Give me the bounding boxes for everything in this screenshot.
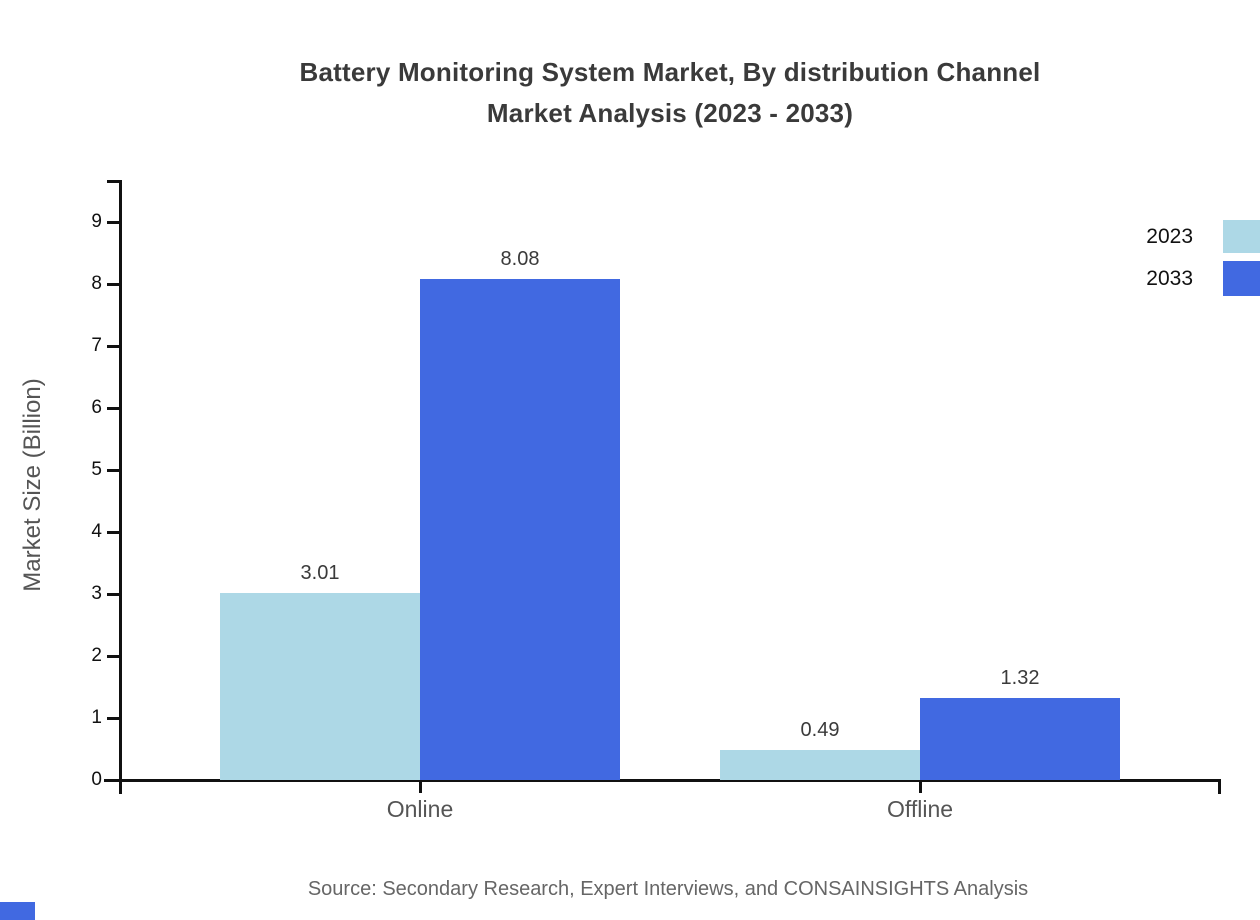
y-tick-label-4: 4: [91, 521, 102, 542]
brand-mark: [0, 902, 35, 920]
y-tick-2: [107, 655, 120, 658]
y-tick-label-3: 3: [91, 583, 102, 604]
y-tick-9: [107, 221, 120, 224]
x-tick-offline: [919, 781, 922, 793]
x-tick-online: [419, 781, 422, 793]
y-tick-3: [107, 593, 120, 596]
bar-offline-2023: [720, 750, 920, 780]
bar-online-2023: [220, 593, 420, 780]
chart-title: Battery Monitoring System Market, By dis…: [80, 52, 1260, 134]
source-note: Source: Secondary Research, Expert Inter…: [307, 878, 1029, 900]
legend-swatch-2033: [1223, 261, 1260, 296]
category-label-offline: Offline: [886, 796, 954, 822]
x-axis-line: [104, 779, 1221, 782]
legend-label-2033: 2033: [1146, 266, 1193, 290]
y-tick-label-1: 1: [91, 707, 102, 728]
category-label-online: Online: [386, 796, 454, 822]
y-tick-4: [107, 531, 120, 534]
legend: 2023 2033: [980, 220, 1260, 304]
chart-title-line1: Battery Monitoring System Market, By dis…: [299, 57, 1041, 87]
value-label-offline-2033: 1.32: [1000, 667, 1040, 689]
y-tick-label-5: 5: [91, 459, 102, 480]
y-tick-5: [107, 469, 120, 472]
value-label-offline-2023: 0.49: [800, 719, 840, 741]
y-tick-8: [107, 283, 120, 286]
chart-title-line2: Market Analysis (2023 - 2033): [486, 98, 854, 128]
y-tick-label-6: 6: [91, 397, 102, 418]
x-axis-endcap-tick: [1218, 781, 1221, 794]
legend-item-2033: 2033: [980, 261, 1260, 296]
y-axis-line: [119, 180, 122, 794]
legend-swatch-2023: [1223, 220, 1260, 253]
bar-offline-2033: [920, 698, 1120, 780]
y-tick-label-9: 9: [91, 211, 102, 232]
legend-label-2023: 2023: [1146, 224, 1193, 248]
y-tick-1: [107, 717, 120, 720]
y-tick-7: [107, 345, 120, 348]
value-label-online-2023: 3.01: [300, 562, 340, 584]
y-tick-label-7: 7: [91, 335, 102, 356]
value-label-online-2033: 8.08: [500, 248, 540, 270]
bar-online-2033: [420, 279, 620, 780]
y-tick-label-8: 8: [91, 273, 102, 294]
y-tick-label-2: 2: [91, 645, 102, 666]
y-axis-endcap-tick: [107, 180, 120, 183]
y-tick-6: [107, 407, 120, 410]
legend-item-2023: 2023: [980, 220, 1260, 253]
y-tick-label-0: 0: [91, 769, 102, 790]
y-tick-0: [107, 779, 120, 782]
